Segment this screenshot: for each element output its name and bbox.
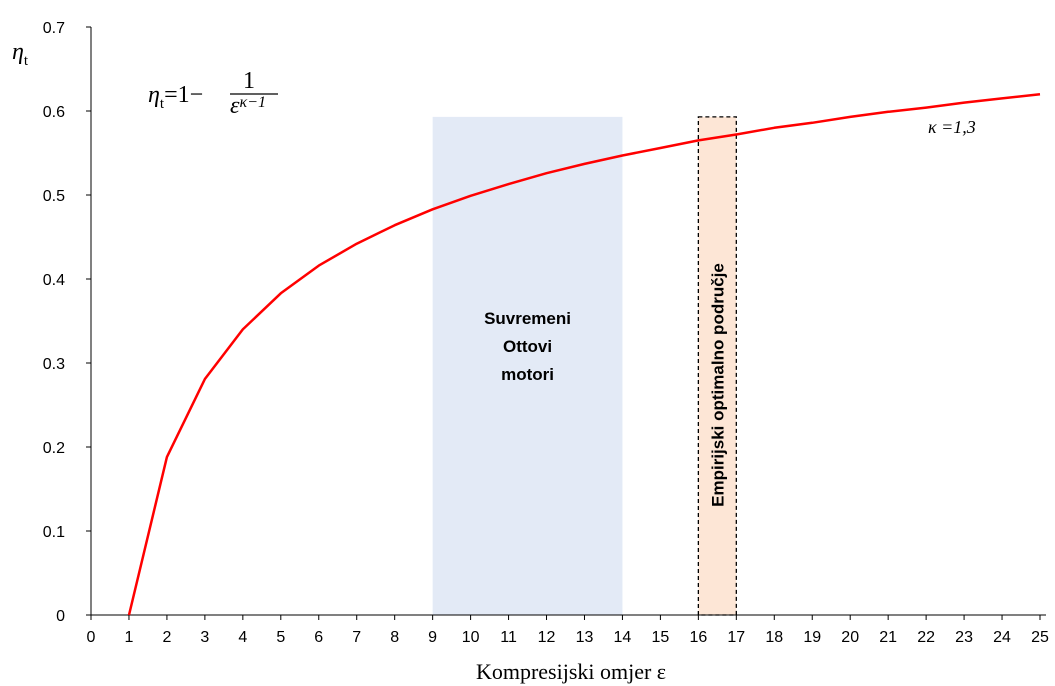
x-axis-title: Kompresijski omjer ε xyxy=(476,659,666,684)
series-group xyxy=(127,92,1041,616)
y-ticks: 0 0.1 0.2 0.3 0.4 0.5 0.6 0.7 xyxy=(43,20,91,625)
x-tick-label: 5 xyxy=(276,629,285,646)
y-tick-label: 0.3 xyxy=(43,356,65,373)
x-tick-label: 4 xyxy=(238,629,247,646)
x-tick-label: 16 xyxy=(689,629,707,646)
x-tick-label: 6 xyxy=(314,629,323,646)
x-tick-label: 15 xyxy=(652,629,670,646)
x-tick-label: 10 xyxy=(462,629,480,646)
x-tick-label: 25 xyxy=(1031,629,1049,646)
y-tick-label: 0.5 xyxy=(43,188,65,205)
formula-numerator: 1 xyxy=(243,68,255,94)
x-tick-label: 17 xyxy=(727,629,745,646)
y-tick-label: 0.2 xyxy=(43,440,65,457)
x-tick-label: 24 xyxy=(993,629,1011,646)
band-modern-label-line: Ottovi xyxy=(503,337,552,356)
band-modern-label: Suvremeni Ottovi motori xyxy=(484,309,571,384)
x-ticks: 0 1 2 3 4 5 6 7 8 9 10 11 12 13 14 15 16 17 18 19 20 21 22 23 24… xyxy=(87,615,1049,646)
y-axis-label-symbol: η xyxy=(12,39,24,65)
formula-lhs-symbol: η xyxy=(148,82,160,108)
formula-equals: =1− xyxy=(164,82,203,108)
x-tick-label: 7 xyxy=(352,629,361,646)
y-tick-label: 0.4 xyxy=(43,272,65,289)
formula-lhs-subscript: t xyxy=(160,96,165,112)
band-optimal-label: Empirijski optimalno područje xyxy=(708,263,727,507)
x-tick-label: 2 xyxy=(162,629,171,646)
x-tick-label: 14 xyxy=(614,629,632,646)
x-tick-label: 13 xyxy=(576,629,594,646)
band-modern-otto-engines xyxy=(432,116,623,615)
x-tick-label: 22 xyxy=(917,629,935,646)
x-tick-label: 23 xyxy=(955,629,973,646)
formula-denominator: εκ−1 xyxy=(230,93,266,119)
y-tick-label: 0 xyxy=(56,608,65,625)
x-tick-label: 3 xyxy=(200,629,209,646)
x-tick-label: 19 xyxy=(803,629,821,646)
x-tick-label: 1 xyxy=(125,629,134,646)
x-tick-label: 21 xyxy=(879,629,897,646)
y-tick-label: 0.7 xyxy=(43,20,65,37)
y-axis-label-subscript: t xyxy=(24,53,29,69)
kappa-label: κ =1,3 xyxy=(928,117,976,137)
x-tick-label: 8 xyxy=(390,629,399,646)
x-tick-label: 18 xyxy=(765,629,783,646)
formula-lhs: ηt=1− xyxy=(148,82,203,112)
series-line xyxy=(127,92,1041,616)
formula: ηt=1− 1 εκ−1 xyxy=(148,68,278,119)
x-tick-label: 9 xyxy=(428,629,437,646)
x-tick-label: 20 xyxy=(841,629,859,646)
x-tick-label: 0 xyxy=(87,629,96,646)
band-modern-label-line: motori xyxy=(501,365,554,384)
band-empirical-optimal xyxy=(697,116,737,616)
formula-denominator-exponent: κ−1 xyxy=(239,94,265,111)
x-tick-label: 11 xyxy=(500,629,517,646)
band-modern-label-line: Suvremeni xyxy=(484,309,571,328)
y-axis-label: ηt xyxy=(12,39,29,69)
x-tick-label: 12 xyxy=(538,629,556,646)
y-tick-label: 0.1 xyxy=(43,524,65,541)
y-tick-label: 0.6 xyxy=(43,104,65,121)
formula-denominator-base: ε xyxy=(230,93,240,119)
